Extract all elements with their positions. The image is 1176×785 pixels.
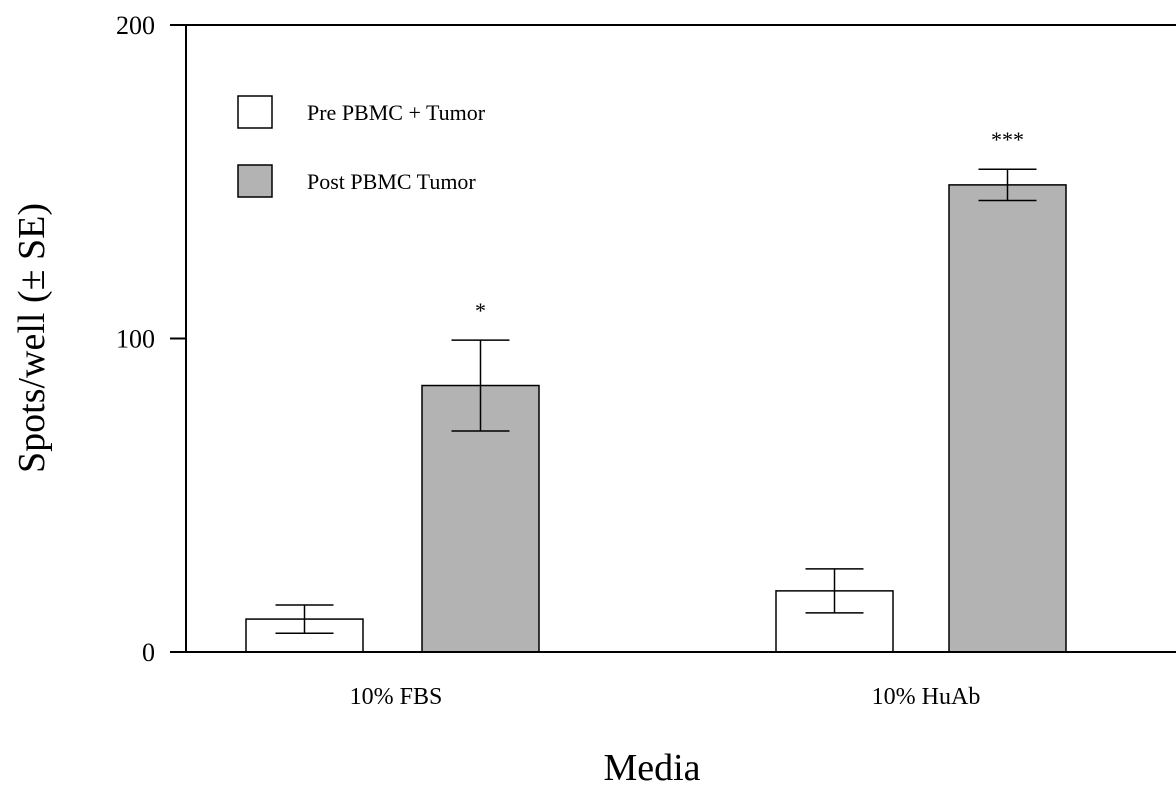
legend-swatch-pre	[237, 95, 273, 129]
x-categories-layer: 10% FBS 10% HuAb	[350, 684, 981, 710]
legend-label-post: Post PBMC Tumor	[307, 169, 476, 194]
legend: Pre PBMC + Tumor Post PBMC Tumor	[237, 95, 486, 198]
x-category-label: 10% HuAb	[872, 684, 981, 710]
x-axis-title: Media	[603, 747, 700, 785]
y-axis-title: Spots/well (± SE)	[11, 203, 53, 473]
annotations-layer: ****	[475, 127, 1024, 323]
bars-layer	[245, 184, 1067, 653]
error-bars-layer	[275, 168, 1037, 634]
significance-marker-1: ***	[991, 127, 1024, 152]
y-tick-label: 0	[142, 638, 155, 667]
y-tick-label: 200	[116, 11, 155, 40]
y-tick-label: 100	[116, 325, 155, 354]
y-ticks-layer: 0 100 200	[116, 11, 186, 667]
x-category-label: 10% FBS	[350, 684, 443, 710]
bar-post-1	[948, 184, 1067, 653]
significance-marker-0: *	[475, 298, 486, 323]
legend-label-pre: Pre PBMC + Tumor	[307, 100, 486, 125]
legend-swatch-post	[237, 164, 273, 198]
